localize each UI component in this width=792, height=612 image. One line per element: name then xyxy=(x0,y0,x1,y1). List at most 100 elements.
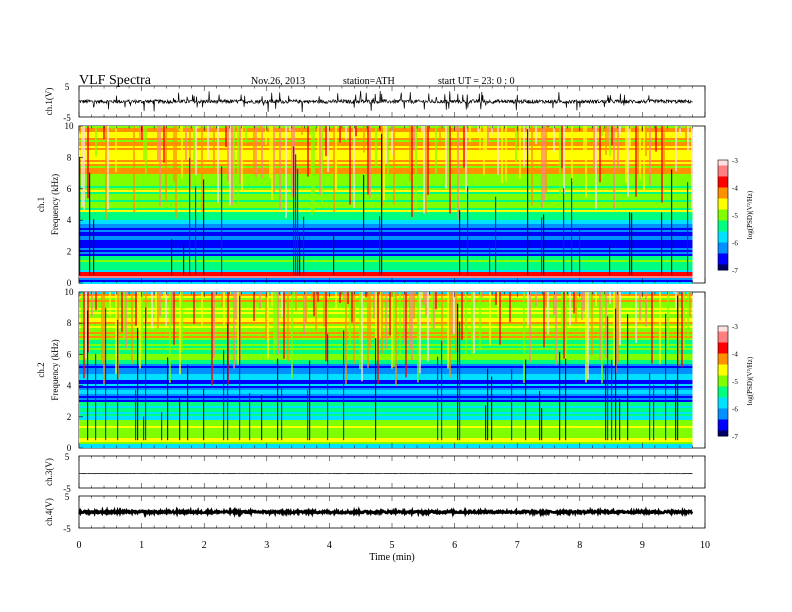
y-tick-label: 6 xyxy=(67,184,72,194)
colorbar-segment xyxy=(718,228,728,232)
colorbar-segment xyxy=(718,176,728,180)
y-axis-label: ch.3(V) xyxy=(44,458,54,486)
colorbar-segment xyxy=(718,430,728,434)
colorbar-segment xyxy=(718,223,728,227)
colorbar-segment xyxy=(718,394,728,398)
y-tick-label: 2 xyxy=(67,412,72,422)
colorbar-segment xyxy=(718,193,728,197)
x-tick-label: 4 xyxy=(327,540,332,551)
colorbar-segment xyxy=(718,386,728,390)
colorbar-segment xyxy=(718,419,728,423)
colorbar-segment xyxy=(718,231,728,235)
x-tick-label: 8 xyxy=(577,540,582,551)
colorbar-segment xyxy=(718,165,728,169)
colorbar-segment xyxy=(718,433,728,437)
colorbar-segment xyxy=(718,427,728,431)
channel-label: ch.1 xyxy=(36,197,46,212)
colorbar-segment xyxy=(718,422,728,426)
x-tick-label: 1 xyxy=(139,540,144,551)
colorbar-segment xyxy=(718,168,728,172)
colorbar-segment xyxy=(718,190,728,194)
colorbar-segment xyxy=(718,264,728,268)
y-tick-label: 6 xyxy=(67,349,72,359)
y-tick-label: 8 xyxy=(67,152,72,162)
colorbar-segment xyxy=(718,348,728,352)
colorbar-segment xyxy=(718,337,728,341)
colorbar-segment xyxy=(718,245,728,249)
spectrogram-image xyxy=(79,126,693,284)
colorbar-segment xyxy=(718,326,728,330)
colorbar-segment xyxy=(718,356,728,360)
colorbar-segment xyxy=(718,220,728,224)
colorbar-segment xyxy=(718,256,728,260)
waveform-trace xyxy=(78,506,694,518)
colorbar-segment xyxy=(718,375,728,379)
y-axis-label: Frequency (kHz) xyxy=(50,174,60,235)
colorbar-segment xyxy=(718,173,728,177)
y-tick-label: -5 xyxy=(63,113,71,123)
x-tick-label: 10 xyxy=(700,540,710,551)
colorbar-segment xyxy=(718,328,728,332)
colorbar-segment xyxy=(718,184,728,188)
x-tick-label: 3 xyxy=(264,540,269,551)
colorbar-segment xyxy=(718,367,728,371)
spectrogram-image xyxy=(79,292,693,448)
y-tick-label: 0 xyxy=(67,278,72,288)
colorbar-segment xyxy=(718,334,728,338)
x-tick-label: 5 xyxy=(390,540,395,551)
colorbar-segment xyxy=(718,261,728,265)
colorbar-segment xyxy=(718,408,728,412)
colorbar-segment xyxy=(718,370,728,374)
colorbar-segment xyxy=(718,416,728,420)
colorbar-segment xyxy=(718,201,728,205)
x-axis-label: Time (min) xyxy=(369,552,414,563)
colorbar-tick-label: -5 xyxy=(732,378,738,386)
colorbar-segment xyxy=(718,215,728,219)
colorbar-segment xyxy=(718,372,728,376)
y-tick-label: -5 xyxy=(63,524,71,534)
colorbar-segment xyxy=(718,397,728,401)
colorbar-segment xyxy=(718,425,728,429)
colorbar-segment xyxy=(718,403,728,407)
y-tick-label: 5 xyxy=(65,452,70,462)
y-axis-label: ch.4(V) xyxy=(44,498,54,526)
colorbar-tick-label: -4 xyxy=(732,351,738,359)
colorbar-frame xyxy=(717,325,729,437)
colorbar-segment xyxy=(718,179,728,183)
colorbar-segment xyxy=(718,350,728,354)
colorbar-segment xyxy=(718,400,728,404)
colorbar-segment xyxy=(718,342,728,346)
colorbar-frame xyxy=(717,159,729,271)
colorbar-segment xyxy=(718,248,728,252)
y-tick-label: 2 xyxy=(67,247,72,257)
colorbar-tick-label: -7 xyxy=(732,433,738,441)
x-tick-label: 0 xyxy=(77,540,82,551)
colorbar-segment xyxy=(718,171,728,175)
colorbar-tick-label: -6 xyxy=(732,240,738,248)
colorbar-tick-label: -6 xyxy=(732,406,738,414)
colorbar-segment xyxy=(718,242,728,246)
colorbar-segment xyxy=(718,209,728,213)
y-tick-label: 4 xyxy=(67,381,72,391)
y-tick-label: 10 xyxy=(65,287,75,297)
colorbar-segment xyxy=(718,392,728,396)
colorbar-segment xyxy=(718,361,728,365)
colorbar-segment xyxy=(718,226,728,230)
colorbar-segment xyxy=(718,206,728,210)
colorbar-segment xyxy=(718,259,728,263)
x-tick-label: 2 xyxy=(202,540,207,551)
y-tick-label: 5 xyxy=(65,492,70,502)
colorbar-segment xyxy=(718,378,728,382)
colorbar-segment xyxy=(718,411,728,415)
colorbar-segment xyxy=(718,331,728,335)
colorbar-tick-label: -4 xyxy=(732,185,738,193)
start-time: start UT = 23: 0 : 0 xyxy=(438,76,515,87)
colorbar-label: log(PSD)(V²/Hz) xyxy=(746,356,754,405)
colorbar-segment xyxy=(718,237,728,241)
colorbar-segment xyxy=(718,253,728,257)
colorbar-tick-label: -7 xyxy=(732,267,738,275)
colorbar-segment xyxy=(718,345,728,349)
colorbar-segment xyxy=(718,364,728,368)
y-tick-label: 4 xyxy=(67,215,72,225)
